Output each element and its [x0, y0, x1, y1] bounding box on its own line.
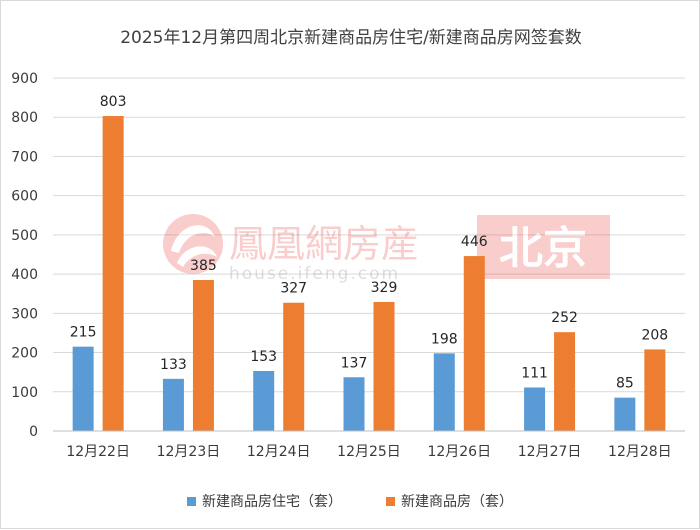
watermark-brand: 鳳凰網房産: [229, 222, 419, 266]
data-label: 803: [100, 94, 127, 110]
data-label: 198: [431, 331, 458, 347]
data-label: 327: [280, 281, 307, 297]
y-tick-label: 800: [11, 110, 38, 126]
data-label: 137: [341, 355, 368, 371]
legend-swatch: [386, 497, 395, 506]
bar: [463, 256, 485, 431]
x-tick-label: 12月24日: [247, 444, 311, 460]
x-tick-label: 12月22日: [66, 444, 130, 460]
data-label: 153: [250, 349, 277, 365]
bars: [72, 116, 666, 431]
y-tick-label: 200: [11, 346, 38, 362]
bar: [433, 353, 455, 431]
ifeng-logo-icon: [163, 214, 223, 274]
bar: [373, 301, 395, 431]
y-tick-label: 500: [11, 228, 38, 244]
x-tick-label: 12月28日: [608, 444, 672, 460]
bar: [162, 378, 184, 431]
data-label: 252: [551, 310, 578, 326]
bar: [644, 349, 666, 431]
watermark-city: 北京: [499, 223, 587, 274]
grid-lines: [53, 77, 685, 393]
data-labels: 215 803 133 385 153 327 137 329 198 446 111 252 85 20…: [70, 94, 668, 392]
data-label: 85: [616, 376, 634, 392]
data-label: 208: [641, 327, 668, 343]
bar: [343, 377, 365, 431]
legend-label: 新建商品房（套）: [401, 494, 513, 510]
y-tick-label: 900: [11, 71, 38, 87]
data-label: 329: [371, 280, 398, 296]
watermark-url: house.ifeng.com: [229, 264, 400, 284]
y-tick-label: 300: [11, 306, 38, 322]
bar: [102, 116, 124, 431]
watermark: 鳳凰網房産 house.ifeng.com 北京: [163, 214, 610, 284]
y-tick-label: 600: [11, 189, 38, 205]
y-tick-label: 700: [11, 149, 38, 165]
legend-swatch: [187, 497, 196, 506]
legend: 新建商品房住宅（套） 新建商品房（套）: [187, 494, 513, 510]
x-tick-label: 12月27日: [518, 444, 582, 460]
bar: [72, 346, 94, 431]
bar: [253, 370, 275, 431]
data-label: 133: [160, 357, 187, 373]
data-label: 446: [461, 234, 488, 250]
bar: [524, 387, 546, 431]
y-tick-label: 400: [11, 267, 38, 283]
bar: [283, 302, 305, 431]
y-tick-label: 0: [29, 424, 38, 440]
watermark-city-box: [477, 215, 610, 279]
data-label: 215: [70, 325, 97, 341]
x-tick-label: 12月23日: [157, 444, 221, 460]
bar: [614, 397, 636, 431]
data-label: 111: [521, 365, 548, 381]
bar: [192, 279, 214, 431]
axes: 0 100 200 300 400 500 600 700 800 900 12月22日 12月23日…: [11, 71, 685, 460]
bar: [554, 332, 576, 431]
x-tick-label: 12月26日: [427, 444, 491, 460]
data-label: 385: [190, 258, 217, 274]
y-tick-label: 100: [11, 385, 38, 401]
x-tick-label: 12月25日: [337, 444, 401, 460]
legend-label: 新建商品房住宅（套）: [202, 494, 342, 510]
chart-title: 2025年12月第四周北京新建商品房住宅/新建商品房网签套数: [120, 28, 582, 48]
